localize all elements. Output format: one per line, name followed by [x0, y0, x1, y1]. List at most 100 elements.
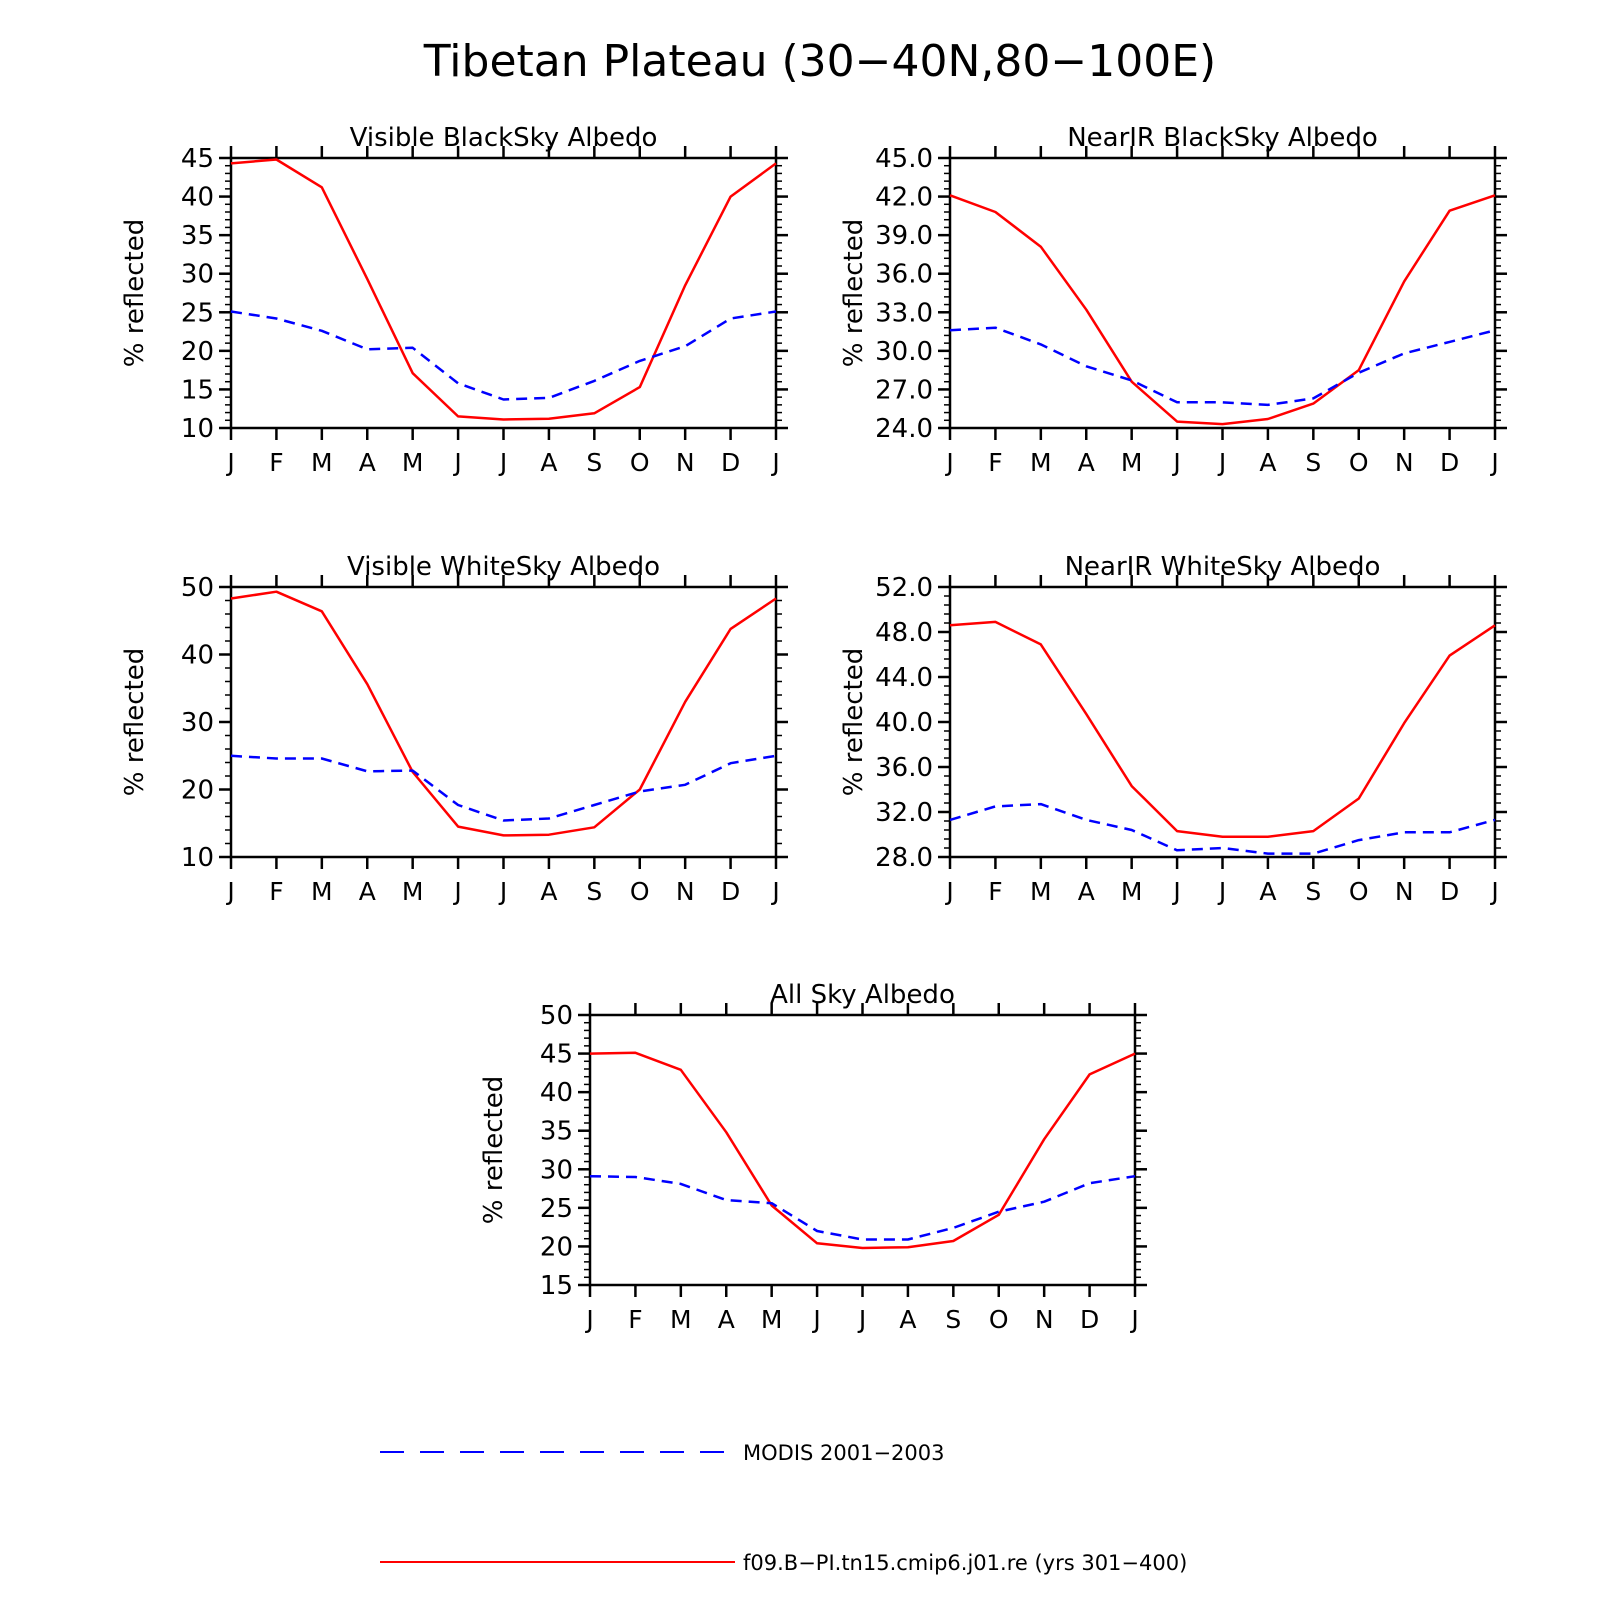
all-sky-ylabel: % reflected	[479, 1076, 509, 1224]
all-sky-xtick-label: J	[857, 1305, 866, 1334]
visible-whitesky-ytick-label: 20	[181, 776, 214, 806]
visible-blacksky-ytick-label: 25	[181, 298, 214, 328]
visible-blacksky-xtick-label: S	[586, 448, 602, 477]
visible-blacksky-series-modis-line	[230, 310, 777, 401]
nearir-blacksky-xtick-label: D	[1440, 448, 1459, 477]
nearir-blacksky-ytick-label: 33.0	[875, 298, 933, 328]
visible-blacksky-xtick-label: A	[540, 448, 557, 477]
nearir-blacksky-xtick-label: M	[1030, 448, 1052, 477]
nearir-blacksky-xtick-label: O	[1349, 448, 1369, 477]
figure-title: Tibetan Plateau (30−40N,80−100E)	[423, 36, 1216, 87]
nearir-whitesky-xtick-label: J	[1171, 877, 1180, 906]
visible-whitesky-xtick-label: D	[721, 877, 740, 906]
nearir-whitesky-xtick-label: S	[1305, 877, 1321, 906]
all-sky-series-model-line	[589, 1051, 1136, 1250]
nearir-blacksky-xtick-label: J	[1489, 448, 1498, 477]
all-sky-ytick-label: 20	[540, 1232, 573, 1262]
all-sky-xtick-label: A	[899, 1305, 916, 1334]
all-sky-xtick-label: J	[811, 1305, 820, 1334]
nearir-whitesky-series-model-line	[949, 620, 1496, 839]
all-sky-xtick-label: D	[1080, 1305, 1099, 1334]
nearir-whitesky-ytick-label: 40.0	[875, 708, 933, 738]
nearir-blacksky-xtick-label: J	[1217, 448, 1226, 477]
nearir-whitesky-xtick-label: F	[988, 877, 1002, 906]
visible-blacksky-plot-frame	[229, 156, 778, 430]
visible-blacksky-ytick-label: 35	[181, 221, 214, 251]
all-sky-xtick-label: S	[945, 1305, 961, 1334]
visible-whitesky-xtick-label: J	[770, 877, 779, 906]
nearir-blacksky-xtick-label: N	[1395, 448, 1414, 477]
nearir-blacksky-ytick-label: 27.0	[875, 375, 933, 405]
nearir-whitesky-xtick-label: J	[944, 877, 953, 906]
nearir-blacksky-xtick-label: A	[1259, 448, 1276, 477]
visible-blacksky-ytick-label: 45	[181, 144, 214, 174]
all-sky-ytick-label: 25	[540, 1194, 573, 1224]
visible-whitesky-xtick-label: S	[586, 877, 602, 906]
visible-blacksky-xtick-label: J	[452, 448, 461, 477]
all-sky-xtick-label: F	[628, 1305, 642, 1334]
nearir-whitesky-xtick-label: A	[1078, 877, 1095, 906]
all-sky-plot-frame	[588, 1013, 1137, 1287]
visible-blacksky-xtick-label: O	[630, 448, 650, 477]
nearir-blacksky-xtick-label: A	[1078, 448, 1095, 477]
visible-whitesky-xtick-label: J	[452, 877, 461, 906]
nearir-blacksky-plot-frame	[948, 156, 1497, 430]
visible-whitesky-xtick-label: M	[402, 877, 424, 906]
nearir-blacksky-ytick-label: 39.0	[875, 221, 933, 251]
nearir-whitesky-ytick-label: 36.0	[875, 753, 933, 783]
nearir-blacksky-xtick-label: S	[1305, 448, 1321, 477]
visible-blacksky-xtick-label: D	[721, 448, 740, 477]
visible-whitesky-xtick-label: N	[676, 877, 695, 906]
visible-whitesky-xtick-label: A	[359, 877, 376, 906]
all-sky-ytick-label: 50	[540, 1001, 573, 1031]
nearir-whitesky-xtick-label: J	[1217, 877, 1226, 906]
nearir-whitesky-ytick-label: 32.0	[875, 798, 933, 828]
nearir-blacksky-xtick-label: M	[1121, 448, 1143, 477]
all-sky-ytick-label: 45	[540, 1040, 573, 1070]
nearir-blacksky-xtick-label: F	[988, 448, 1002, 477]
nearir-whitesky-xtick-label: A	[1259, 877, 1276, 906]
all-sky-xtick-label: M	[670, 1305, 692, 1334]
nearir-whitesky-ytick-label: 28.0	[875, 843, 933, 873]
nearir-whitesky-series-modis-line	[949, 802, 1496, 855]
nearir-whitesky-ytick-label: 48.0	[875, 618, 933, 648]
nearir-blacksky-ytick-label: 45.0	[875, 144, 933, 174]
all-sky-xtick-label: M	[761, 1305, 783, 1334]
visible-whitesky-xtick-label: J	[498, 877, 507, 906]
visible-blacksky-ytick-label: 40	[181, 183, 214, 213]
nearir-blacksky-ylabel: % reflected	[839, 219, 869, 367]
nearir-whitesky-plot-frame	[948, 585, 1497, 859]
legend: MODIS 2001−2003 f09.B−PI.tn15.cmip6.j01.…	[380, 1441, 1187, 1575]
visible-blacksky-xtick-label: A	[359, 448, 376, 477]
visible-blacksky-ytick-label: 20	[181, 337, 214, 367]
all-sky-ytick-label: 40	[540, 1078, 573, 1108]
all-sky-xtick-label: J	[1129, 1305, 1138, 1334]
visible-whitesky-plot-frame	[229, 585, 778, 859]
visible-whitesky-ytick-label: 10	[181, 843, 214, 873]
nearir-blacksky-ytick-label: 36.0	[875, 260, 933, 290]
all-sky-xtick-label: A	[718, 1305, 735, 1334]
nearir-blacksky-ytick-label: 42.0	[875, 183, 933, 213]
visible-blacksky-ytick-label: 15	[181, 375, 214, 405]
nearir-blacksky-xtick-label: J	[944, 448, 953, 477]
visible-blacksky-series-model-line	[230, 158, 777, 421]
visible-blacksky-xtick-label: M	[402, 448, 424, 477]
nearir-whitesky-xtick-label: M	[1030, 877, 1052, 906]
nearir-blacksky-series-modis-line	[949, 326, 1496, 407]
visible-whitesky-ytick-label: 40	[181, 641, 214, 671]
visible-blacksky-xtick-label: J	[498, 448, 507, 477]
visible-whitesky-xtick-label: F	[269, 877, 283, 906]
nearir-whitesky-xtick-label: N	[1395, 877, 1414, 906]
nearir-whitesky-xtick-label: D	[1440, 877, 1459, 906]
nearir-whitesky-ylabel: % reflected	[839, 648, 869, 796]
visible-whitesky-ytick-label: 30	[181, 708, 214, 738]
nearir-whitesky-ytick-label: 52.0	[875, 573, 933, 603]
visible-whitesky-ytick-label: 50	[181, 573, 214, 603]
all-sky-ytick-label: 35	[540, 1117, 573, 1147]
